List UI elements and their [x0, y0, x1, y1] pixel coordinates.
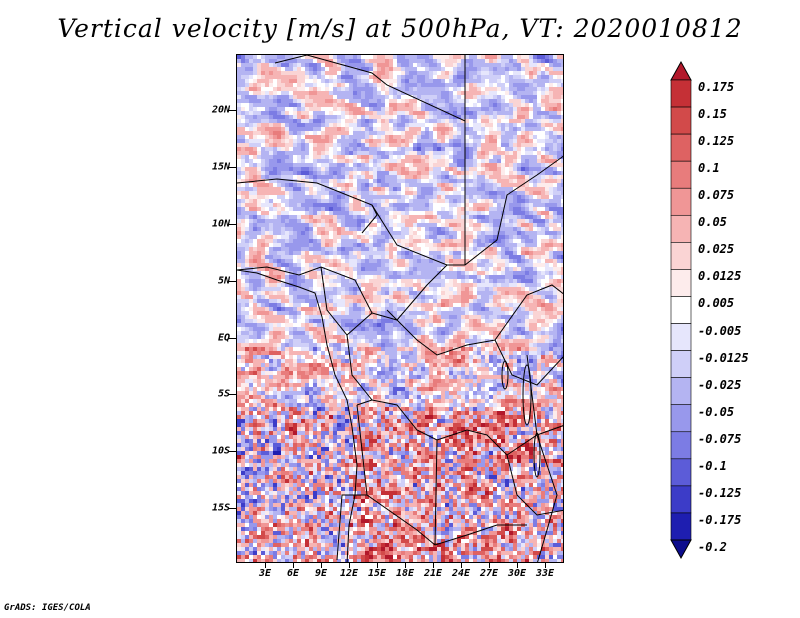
colorbar-level-label: -0.1	[698, 458, 727, 473]
map-panel	[236, 54, 564, 563]
lon-label: 6E	[286, 568, 300, 579]
colorbar	[670, 60, 692, 560]
lon-tick	[293, 563, 294, 568]
colorbar-bin	[670, 269, 692, 297]
colorbar-bin	[670, 160, 692, 189]
colorbar-level-label: -0.05	[698, 404, 735, 419]
colorbar-level-label: -0.005	[698, 323, 742, 338]
lon-tick	[377, 563, 378, 568]
lon-tick	[433, 563, 434, 568]
lake-outline	[533, 432, 541, 478]
country-border	[366, 494, 527, 546]
colorbar-bin	[670, 458, 692, 487]
colorbar-level-label: 0.15	[698, 107, 727, 122]
colorbar-bin	[670, 323, 692, 351]
country-border	[506, 454, 563, 516]
colorbar-bin	[670, 512, 692, 541]
chart-title: Vertical velocity [m/s] at 500hPa, VT: 2…	[57, 14, 743, 43]
country-border	[320, 266, 373, 336]
lat-label: 20N	[211, 104, 230, 116]
country-border	[371, 155, 563, 266]
country-border	[386, 284, 563, 356]
grads-credit: GrADS: IGES/COLA	[4, 603, 91, 613]
country-border	[494, 339, 563, 386]
colorbar-level-label: 0.0125	[698, 269, 742, 284]
colorbar-level-label: 0.1	[698, 161, 720, 176]
lat-tick	[229, 394, 236, 395]
colorbar-bin	[670, 404, 692, 433]
colorbar-level-label: 0.175	[698, 80, 735, 94]
colorbar-bin	[670, 214, 692, 243]
country-border	[237, 264, 448, 321]
lon-tick	[349, 563, 350, 568]
colorbar-level-label: -0.125	[698, 485, 742, 500]
lon-label: 15E	[367, 568, 387, 579]
lake-outline	[522, 364, 532, 426]
lat-tick	[229, 167, 236, 168]
lon-tick	[321, 563, 322, 568]
lon-label: 18E	[395, 568, 415, 579]
lon-label: 12E	[339, 568, 359, 579]
colorbar-bin	[670, 79, 692, 108]
lat-label: 5S	[217, 388, 230, 400]
colorbar-bin	[670, 296, 692, 324]
lat-tick	[229, 224, 236, 225]
vertical-velocity-field	[237, 55, 563, 562]
lon-tick	[461, 563, 462, 568]
country-border	[346, 334, 373, 406]
lon-label: 27E	[479, 568, 499, 579]
lon-label: 3E	[258, 568, 272, 579]
colorbar-level-label: 0.05	[698, 215, 727, 230]
lat-tick	[229, 451, 236, 452]
lon-label: 24E	[451, 568, 471, 579]
lat-tick	[229, 508, 236, 509]
country-border	[274, 55, 308, 64]
velocity-cells	[237, 55, 563, 562]
lake-outline	[501, 360, 509, 390]
lat-label: 15N	[211, 161, 230, 173]
lon-label: 33E	[535, 568, 555, 579]
colorbar-level-label: 0.075	[698, 188, 735, 203]
colorbar-level-label: 0.125	[698, 134, 735, 149]
colorbar-bin	[670, 350, 692, 378]
country-border	[526, 354, 558, 562]
colorbar-level-label: -0.025	[698, 377, 742, 392]
lon-label: 9E	[314, 568, 328, 579]
lat-label: 10N	[211, 218, 230, 230]
lon-tick	[545, 563, 546, 568]
colorbar-bin	[670, 187, 692, 216]
colorbar-bin	[670, 242, 692, 270]
lon-tick	[265, 563, 266, 568]
colorbar-bin	[670, 485, 692, 514]
lat-label: 5N	[217, 275, 230, 287]
lon-label: 21E	[423, 568, 443, 579]
country-border	[371, 399, 563, 456]
colorbar-bin	[670, 133, 692, 162]
lat-label: EQ	[217, 332, 230, 344]
lon-tick	[405, 563, 406, 568]
coastline	[237, 269, 358, 562]
colorbar-level-label: -0.075	[698, 431, 742, 446]
lat-label: 10S	[211, 445, 230, 457]
colorbar-bin	[670, 106, 692, 135]
colorbar-bin	[670, 431, 692, 460]
country-border	[237, 178, 378, 234]
colorbar-bin	[670, 377, 692, 406]
lon-tick	[489, 563, 490, 568]
country-border	[306, 55, 466, 122]
lon-label: 30E	[507, 568, 527, 579]
colorbar-level-label: -0.0125	[698, 350, 749, 365]
colorbar-level-label: -0.2	[698, 540, 727, 554]
colorbar-level-label: 0.025	[698, 242, 735, 257]
colorbar-max-arrow	[670, 60, 692, 81]
lat-label: 15S	[211, 502, 230, 514]
colorbar-min-arrow	[670, 539, 692, 560]
lat-tick	[229, 338, 236, 339]
colorbar-level-label: -0.175	[698, 512, 742, 527]
lat-tick	[229, 110, 236, 111]
lon-tick	[517, 563, 518, 568]
colorbar-level-label: 0.005	[698, 296, 735, 311]
lat-tick	[229, 281, 236, 282]
country-border	[434, 439, 438, 546]
